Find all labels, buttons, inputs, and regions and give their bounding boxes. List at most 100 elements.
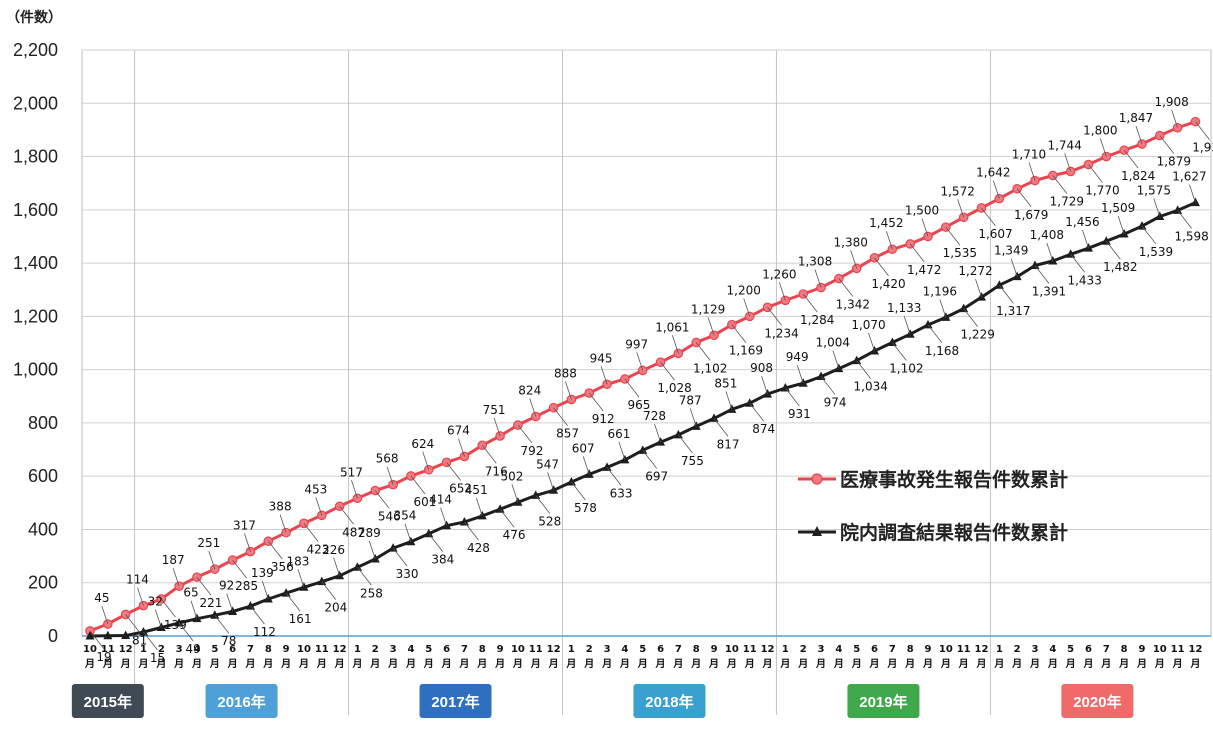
data-label: 1,627 [1172, 170, 1206, 184]
leader-line [428, 533, 444, 552]
leader-line [921, 218, 929, 237]
leader-line [303, 523, 319, 542]
month-suffix: 月 [672, 658, 683, 670]
leader-line [499, 508, 515, 528]
leader-line [582, 456, 590, 475]
year-badge [71, 684, 144, 718]
month-suffix: 月 [904, 658, 915, 670]
data-label: 1,642 [976, 166, 1010, 180]
data-label: 1,500 [905, 203, 939, 217]
month-suffix: 月 [1011, 658, 1022, 670]
leader-line [464, 521, 479, 541]
leader-line [315, 497, 323, 516]
data-point [673, 429, 683, 439]
leader-line [600, 366, 608, 385]
data-label: 356 [271, 560, 294, 574]
leader-line [214, 614, 230, 634]
data-label: 15 [150, 651, 165, 665]
data-label: 221 [200, 596, 223, 610]
month-label: 4 [193, 644, 200, 655]
leader-line [475, 497, 483, 516]
data-label: 183 [287, 554, 310, 568]
month-label: 11 [957, 644, 971, 655]
leader-line [1016, 188, 1032, 208]
data-label: 787 [679, 393, 702, 407]
leader-line [707, 317, 715, 336]
month-label: 6 [229, 644, 236, 655]
data-label: 1,317 [996, 304, 1030, 318]
leader-line [511, 484, 519, 503]
leader-line [713, 418, 729, 437]
year-badge-label: 2017年 [431, 693, 479, 711]
year-badge [419, 684, 492, 718]
leader-line [1177, 210, 1192, 229]
leader-line [927, 324, 943, 344]
data-label: 226 [322, 543, 345, 557]
data-point [762, 302, 773, 313]
data-label: 1,452 [869, 216, 903, 230]
leader-line [1189, 184, 1196, 203]
month-suffix: 月 [815, 658, 826, 670]
data-point [709, 413, 719, 422]
month-label: 2 [372, 644, 379, 655]
leader-line [642, 450, 658, 469]
year-badge-label: 2016年 [217, 693, 265, 711]
data-label: 1,169 [729, 344, 763, 358]
month-label: 11 [529, 644, 543, 655]
leader-line [999, 284, 1014, 304]
data-label: 45 [94, 591, 109, 605]
month-label: 9 [925, 644, 932, 655]
month-suffix: 月 [1065, 658, 1076, 670]
month-label: 1 [140, 644, 147, 655]
month-suffix: 月 [1136, 658, 1147, 670]
data-label: 1,879 [1157, 155, 1191, 169]
data-point [655, 357, 666, 367]
month-suffix: 月 [1154, 658, 1165, 670]
data-label: 1,102 [693, 361, 727, 375]
month-suffix: 月 [1029, 658, 1040, 670]
data-label: 751 [483, 403, 506, 417]
leader-line [903, 316, 911, 335]
leader-line [695, 342, 711, 361]
leader-line [588, 392, 604, 412]
leader-line [678, 434, 693, 454]
y-axis-unit-label: （件数） [6, 9, 62, 26]
month-label: 2 [158, 644, 165, 655]
leader-line [154, 609, 162, 628]
leader-line [885, 231, 893, 250]
y-tick-label: 200 [28, 573, 58, 593]
leader-line [672, 335, 679, 354]
data-point [245, 601, 255, 610]
month-suffix: 月 [708, 658, 719, 670]
y-tick-label: 0 [48, 626, 58, 646]
month-label: 2 [800, 644, 807, 655]
month-suffix: 月 [762, 658, 773, 670]
data-label: 517 [340, 465, 363, 479]
month-suffix: 月 [797, 658, 808, 670]
leader-line [909, 243, 925, 263]
month-suffix: 月 [137, 658, 148, 670]
data-label: 1,710 [1012, 148, 1046, 162]
data-label: 1,770 [1085, 184, 1119, 198]
month-label: 12 [119, 644, 133, 655]
data-label: 674 [447, 423, 470, 437]
leader-line [832, 350, 840, 369]
month-label: 8 [479, 644, 486, 655]
data-label: 112 [253, 625, 276, 639]
leader-line [785, 387, 800, 407]
month-suffix: 月 [280, 658, 291, 670]
data-label: 251 [197, 536, 220, 550]
month-suffix: 月 [334, 658, 345, 670]
data-label: 453 [304, 482, 327, 496]
leader-line [392, 547, 408, 567]
data-label: 1,028 [657, 381, 691, 395]
leader-line [689, 408, 697, 427]
month-suffix: 月 [619, 658, 630, 670]
year-badge [1061, 684, 1134, 718]
data-label: 1,380 [834, 235, 868, 249]
month-label: 3 [1032, 644, 1039, 655]
data-label: 1,847 [1119, 111, 1153, 125]
month-suffix: 月 [191, 658, 202, 670]
data-label: 652 [449, 481, 472, 495]
